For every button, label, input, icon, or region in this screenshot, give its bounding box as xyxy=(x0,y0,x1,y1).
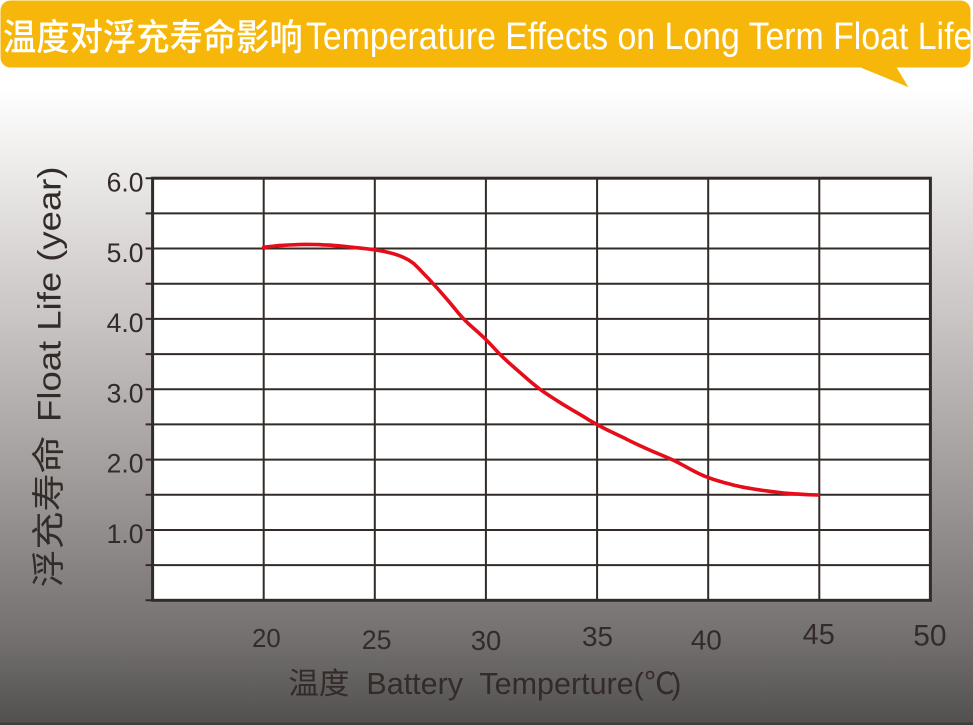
svg-text:): ) xyxy=(671,667,681,701)
svg-text:Float Life (year): Float Life (year) xyxy=(32,166,68,422)
svg-text:45: 45 xyxy=(803,619,835,651)
svg-text:4.0: 4.0 xyxy=(107,308,144,338)
svg-text:35: 35 xyxy=(582,621,613,652)
svg-text:2.0: 2.0 xyxy=(107,449,144,479)
svg-text:50: 50 xyxy=(913,619,946,652)
svg-text:40: 40 xyxy=(691,625,722,656)
svg-text:30: 30 xyxy=(471,625,501,656)
svg-text:25: 25 xyxy=(362,625,392,655)
svg-text:Battery Temperture(: Battery Temperture( xyxy=(366,667,643,701)
svg-text:20: 20 xyxy=(252,625,281,653)
svg-text:5.0: 5.0 xyxy=(107,238,144,268)
svg-text:3.0: 3.0 xyxy=(107,379,144,409)
svg-text:1.0: 1.0 xyxy=(107,519,144,549)
svg-text:Temperature Effects on Long Te: Temperature Effects on Long Term Float L… xyxy=(306,14,972,57)
svg-text:6.0: 6.0 xyxy=(107,168,144,198)
